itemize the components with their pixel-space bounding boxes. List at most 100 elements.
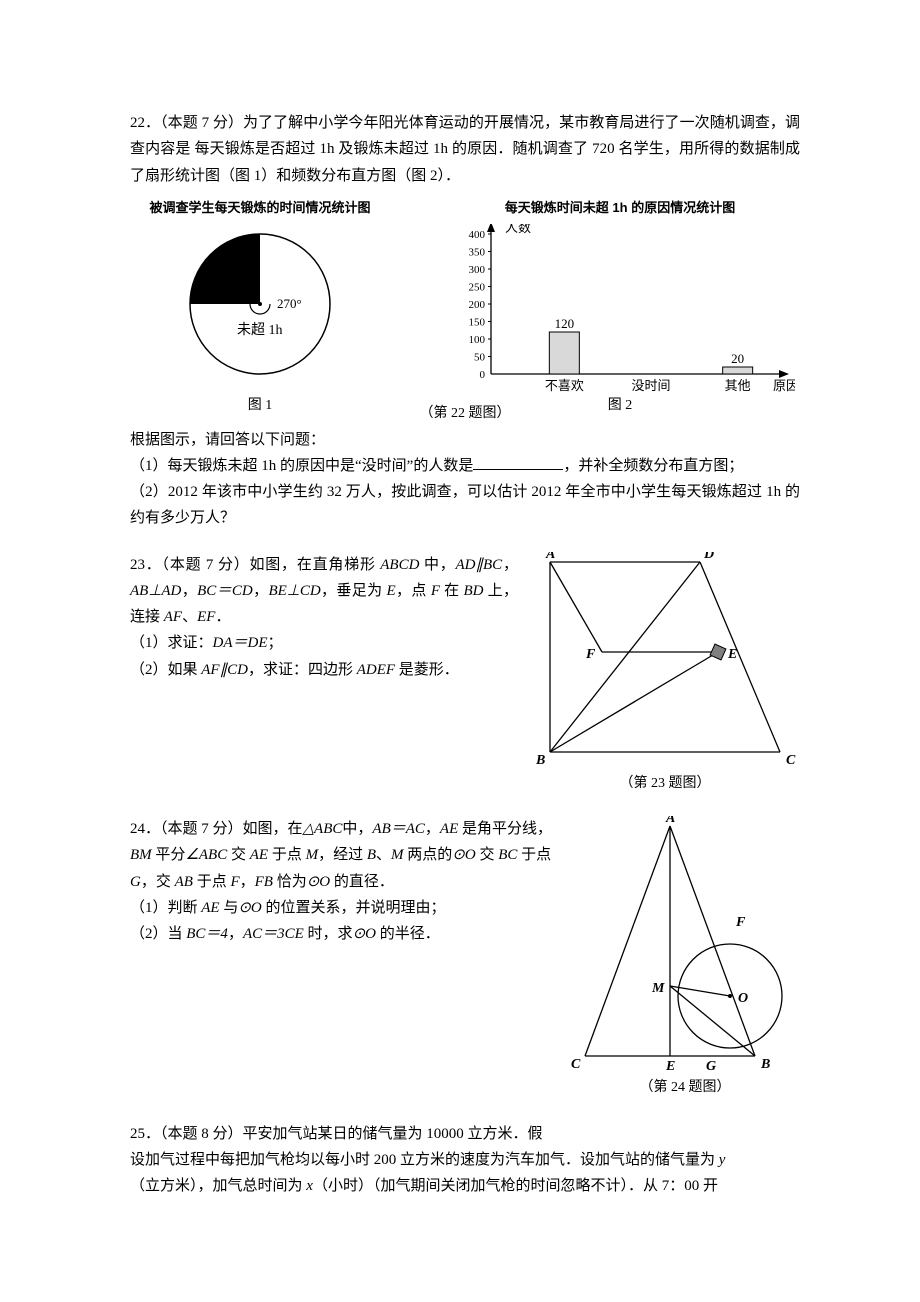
t: AF∥CD bbox=[201, 662, 248, 678]
t: 、 bbox=[376, 847, 391, 863]
svg-text:100: 100 bbox=[469, 334, 486, 346]
q23-line1: 23．（本题 7 分）如图，在直角梯形 ABCD 中，AD∥BC，AB⊥AD，B… bbox=[130, 552, 518, 631]
t: ABCD bbox=[380, 557, 419, 573]
svg-text:人数: 人数 bbox=[505, 224, 531, 235]
t: 中， bbox=[342, 821, 372, 837]
t: 、 bbox=[182, 609, 197, 625]
t: E bbox=[387, 583, 396, 599]
q25-l2: 设加气过程中每把加气枪均以每小时 200 立方米的速度为汽车加气．设加气站的储气… bbox=[130, 1147, 800, 1173]
svg-text:0: 0 bbox=[480, 369, 486, 381]
q22-sub1a: （1）每天锻炼未超 1h 的原因中是“没时间”的人数是 bbox=[130, 458, 473, 474]
t: ． bbox=[215, 609, 230, 625]
q24-line2: BM 平分∠ABC 交 AE 于点 M，经过 B、M 两点的⊙O 交 BC 于点 bbox=[130, 842, 558, 868]
t: ∠ABC bbox=[185, 847, 227, 863]
t: FB bbox=[255, 874, 273, 890]
t: ， bbox=[181, 583, 197, 599]
t: B bbox=[367, 847, 376, 863]
t: 于点 bbox=[268, 847, 306, 863]
t: AD∥BC bbox=[456, 557, 503, 573]
svg-text:O: O bbox=[738, 991, 748, 1006]
svg-text:50: 50 bbox=[474, 351, 486, 363]
t: 的位置关系，并说明理由； bbox=[262, 900, 446, 916]
q23-figure: ADBCEF （第 23 题图） bbox=[530, 552, 800, 797]
t: 24．（本题 7 分）如图，在 bbox=[130, 821, 303, 837]
blank-fill bbox=[473, 454, 563, 470]
svg-text:M: M bbox=[651, 981, 665, 996]
t: y bbox=[719, 1152, 726, 1168]
svg-text:B: B bbox=[535, 753, 545, 768]
t: AE bbox=[250, 847, 268, 863]
t: 平分 bbox=[152, 847, 186, 863]
pie-chart-icon: 270° 未超 1h bbox=[165, 224, 355, 394]
q22-sub2: （2）2012 年该市中小学生约 32 万人，按此调查，可以估计 2012 年全… bbox=[130, 479, 800, 532]
t: （2）如果 bbox=[130, 662, 201, 678]
t: ⊙O bbox=[307, 874, 330, 890]
t: 设加气过程中每把加气枪均以每小时 200 立方米的速度为汽车加气．设加气站的储气… bbox=[130, 1152, 719, 1168]
t: BC＝CD bbox=[197, 583, 253, 599]
t: AE bbox=[201, 900, 219, 916]
q23-figure-tag: （第 23 题图） bbox=[530, 772, 800, 797]
q24-figure: ACBEGMFO （第 24 题图） bbox=[570, 816, 800, 1101]
t: 的直径． bbox=[330, 874, 394, 890]
q22-bar: 每天锻炼时间未超 1h 的原因情况统计图 0501001502002503003… bbox=[440, 197, 800, 418]
t: 是角平分线， bbox=[458, 821, 552, 837]
t: AB⊥AD bbox=[130, 583, 181, 599]
t: ； bbox=[268, 635, 283, 651]
q22-sub1b: ，并补全频数分布直方图； bbox=[563, 458, 743, 474]
t: M bbox=[391, 847, 404, 863]
svg-text:C: C bbox=[571, 1057, 581, 1072]
svg-text:A: A bbox=[545, 552, 555, 562]
t: （小时）（加气期间关闭加气枪的时间忽略不计）．从 7：00 开 bbox=[313, 1178, 718, 1194]
t: AB＝AC bbox=[372, 821, 425, 837]
t: （1）判断 bbox=[130, 900, 201, 916]
t: BC＝4 bbox=[186, 926, 228, 942]
t: AE bbox=[440, 821, 458, 837]
t: BM bbox=[130, 847, 152, 863]
t: BC bbox=[498, 847, 517, 863]
q25-l3: （立方米），加气总时间为 x（小时）（加气期间关闭加气枪的时间忽略不计）．从 7… bbox=[130, 1173, 800, 1199]
t: 交 bbox=[476, 847, 499, 863]
t: ，交 bbox=[141, 874, 175, 890]
svg-text:其他: 其他 bbox=[725, 378, 751, 393]
t: 23．（本题 7 分）如图，在直角梯形 bbox=[130, 557, 380, 573]
t: BD bbox=[464, 583, 484, 599]
t: AC＝3CE bbox=[243, 926, 304, 942]
t: BE⊥CD bbox=[268, 583, 320, 599]
q23-sub2: （2）如果 AF∥CD，求证：四边形 ADEF 是菱形． bbox=[130, 657, 518, 683]
svg-text:不喜欢: 不喜欢 bbox=[545, 378, 584, 393]
q23-block: 23．（本题 7 分）如图，在直角梯形 ABCD 中，AD∥BC，AB⊥AD，B… bbox=[130, 552, 800, 797]
q24-sub2: （2）当 BC＝4，AC＝3CE 时，求⊙O 的半径． bbox=[130, 921, 558, 947]
q23-sub1: （1）求证：DA＝DE； bbox=[130, 630, 518, 656]
t: 两点的 bbox=[404, 847, 453, 863]
q24-line3: G，交 AB 于点 F，FB 恰为⊙O 的直径． bbox=[130, 869, 558, 895]
svg-text:350: 350 bbox=[469, 246, 486, 258]
t: 中， bbox=[419, 557, 455, 573]
svg-text:E: E bbox=[665, 1059, 675, 1074]
t: 与 bbox=[220, 900, 239, 916]
svg-text:A: A bbox=[665, 816, 675, 826]
q22-pie-title: 被调查学生每天锻炼的时间情况统计图 bbox=[130, 197, 390, 220]
t: ADEF bbox=[357, 662, 395, 678]
t: ⊙O bbox=[452, 847, 475, 863]
svg-text:200: 200 bbox=[469, 299, 486, 311]
t: 交 bbox=[227, 847, 250, 863]
q24-line1: 24．（本题 7 分）如图，在△ABC中，AB＝AC，AE 是角平分线， bbox=[130, 816, 558, 842]
q22-figures: 被调查学生每天锻炼的时间情况统计图 270° 未超 1h 图 1 每天锻炼时间未… bbox=[130, 197, 800, 418]
t: DA＝DE bbox=[213, 635, 268, 651]
svg-text:250: 250 bbox=[469, 281, 486, 293]
t: ，点 bbox=[396, 583, 431, 599]
svg-text:原因: 原因 bbox=[773, 378, 795, 393]
t: ⊙O bbox=[238, 900, 261, 916]
svg-text:150: 150 bbox=[469, 316, 486, 328]
q24-figure-tag: （第 24 题图） bbox=[570, 1076, 800, 1101]
svg-text:E: E bbox=[727, 647, 737, 662]
t: （2）当 bbox=[130, 926, 186, 942]
q22-heading: 22．（本题 7 分）为了了解中小学今年阳光体育运动的开展情况，某市教育局进行了… bbox=[130, 110, 800, 189]
t: F bbox=[431, 583, 440, 599]
q22-pie-caption: 图 1 bbox=[130, 394, 390, 419]
svg-text:400: 400 bbox=[469, 229, 486, 241]
t: 在 bbox=[440, 583, 464, 599]
svg-text:C: C bbox=[786, 753, 796, 768]
t: 恰为 bbox=[273, 874, 307, 890]
q22-sub1: （1）每天锻炼未超 1h 的原因中是“没时间”的人数是 ，并补全频数分布直方图； bbox=[130, 453, 800, 479]
